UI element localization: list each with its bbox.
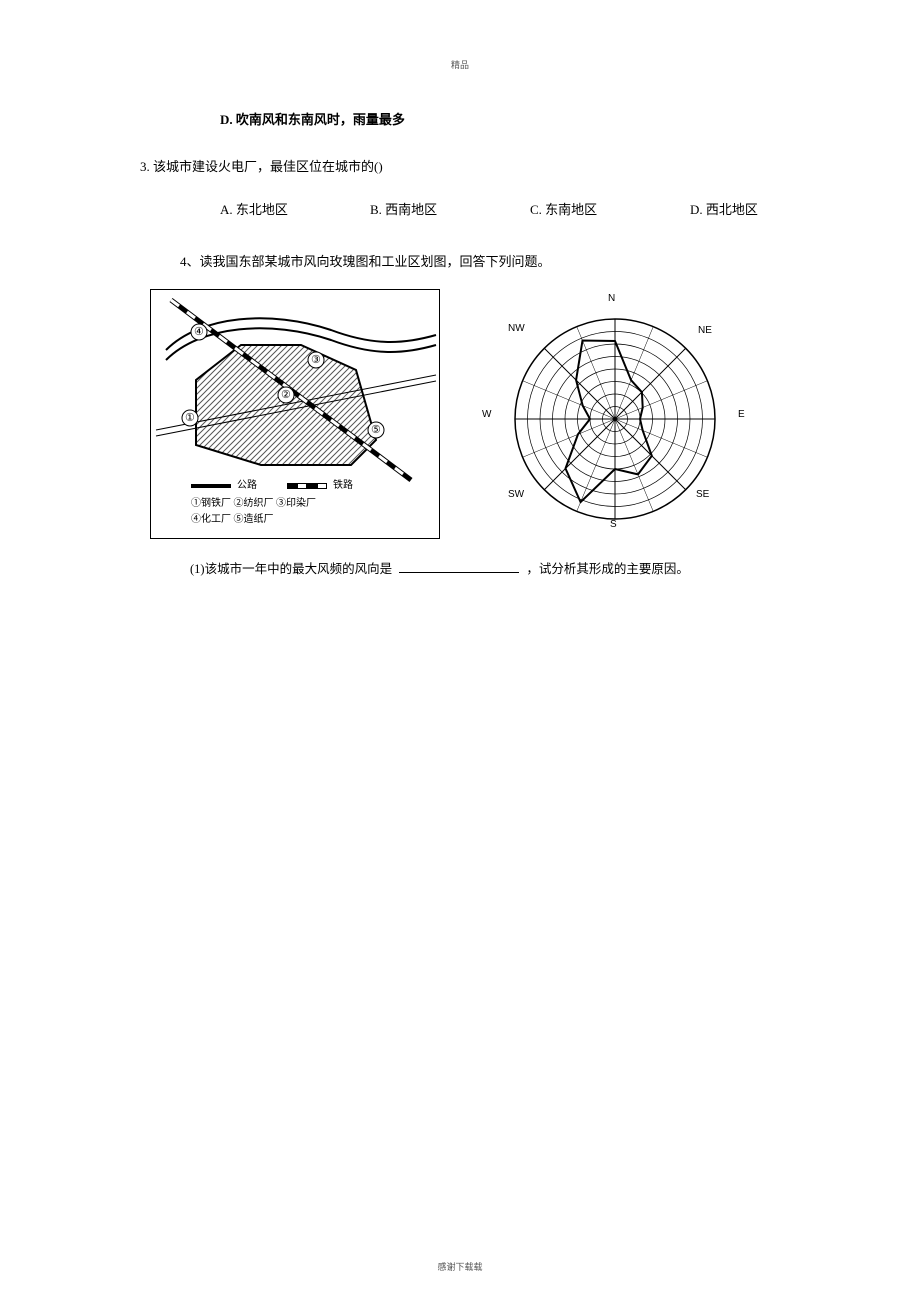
legend-factories-line3: ④化工厂 ⑤造纸厂 — [191, 512, 353, 528]
legend-rail-label: 铁路 — [333, 478, 353, 494]
map-legend: 公路 铁路 ①钢铁厂 ②纺织厂 ③印染厂 ④化工厂 ⑤造纸厂 — [191, 478, 353, 528]
page-footer: 感谢下载载 — [0, 1260, 920, 1273]
dir-s: S — [610, 517, 617, 533]
rose-polygon — [566, 341, 652, 503]
dir-sw: SW — [508, 487, 524, 503]
page-header: 精品 — [0, 58, 920, 71]
q3-option-a: A. 东北地区 — [220, 200, 370, 221]
header-text: 精品 — [451, 60, 469, 70]
road-symbol-icon — [191, 484, 231, 488]
dir-w: W — [482, 407, 491, 423]
answer-blank[interactable] — [399, 572, 519, 573]
rose-spokes — [515, 319, 715, 519]
marker-4-label: ④ — [194, 324, 204, 342]
legend-factories-line2: ①钢铁厂 ②纺织厂 ③印染厂 — [191, 496, 353, 512]
figure-wind-rose: N NE E SE S SW W NW — [460, 289, 770, 539]
marker-1-label: ① — [185, 410, 195, 428]
dir-ne: NE — [698, 323, 712, 339]
dir-se: SE — [696, 487, 709, 503]
figure-map: ① ② ③ ④ ⑤ 公路 铁路 ①钢铁厂 ②纺织厂 ③印染厂 ④化工厂 ⑤造纸厂 — [150, 289, 440, 539]
dir-nw: NW — [508, 321, 525, 337]
city-area-polygon — [196, 345, 376, 465]
q3-option-d: D. 西北地区 — [690, 200, 830, 221]
legend-row-symbols: 公路 铁路 — [191, 478, 353, 494]
content-area: D. 吹南风和东南风时，雨量最多 3. 该城市建设火电厂，最佳区位在城市的() … — [140, 110, 780, 579]
q4-sub1-part-a: (1)该城市一年中的最大风频的风向是 — [190, 562, 392, 576]
marker-5-label: ⑤ — [371, 422, 381, 440]
question-3-stem: 3. 该城市建设火电厂，最佳区位在城市的() — [140, 157, 780, 178]
prev-question-option-d: D. 吹南风和东南风时，雨量最多 — [220, 110, 780, 131]
q4-sub1-part-b: ，试分析其形成的主要原因。 — [526, 562, 689, 576]
q3-option-b: B. 西南地区 — [370, 200, 530, 221]
question-3-options: A. 东北地区 B. 西南地区 C. 东南地区 D. 西北地区 — [220, 200, 780, 221]
q3-option-c: C. 东南地区 — [530, 200, 690, 221]
question-4-stem: 4、读我国东部某城市风向玫瑰图和工业区划图，回答下列问题。 — [180, 252, 780, 273]
question-4-sub-1: (1)该城市一年中的最大风频的风向是 ，试分析其形成的主要原因。 — [190, 559, 780, 579]
marker-2-label: ② — [281, 387, 291, 405]
marker-3-label: ③ — [311, 352, 321, 370]
rail-symbol-icon — [287, 483, 327, 489]
legend-road-label: 公路 — [237, 478, 257, 494]
figures-row: ① ② ③ ④ ⑤ 公路 铁路 ①钢铁厂 ②纺织厂 ③印染厂 ④化工厂 ⑤造纸厂 — [150, 289, 780, 539]
dir-e: E — [738, 407, 745, 423]
dir-n: N — [608, 291, 615, 307]
footer-text: 感谢下载载 — [437, 1262, 482, 1272]
